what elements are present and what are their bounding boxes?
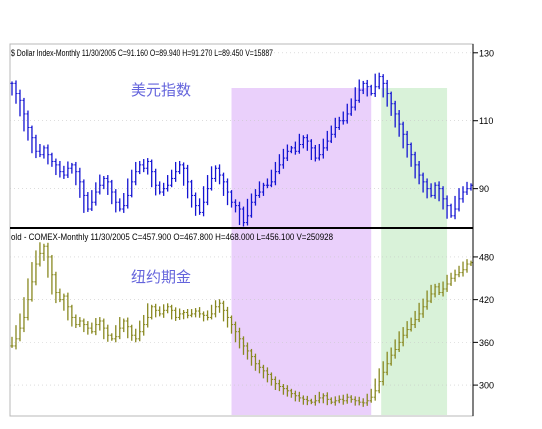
y-tick-label: 360 bbox=[479, 338, 494, 348]
dollar-index-label: 美元指数 bbox=[131, 82, 191, 99]
y-tick-label: 480 bbox=[479, 252, 494, 262]
gold-label: 纽约期金 bbox=[131, 269, 191, 286]
y-tick-label: 300 bbox=[479, 381, 494, 391]
gold-series bbox=[10, 242, 473, 407]
bottom-y-ticks: 480 420 360 300 bbox=[473, 252, 494, 391]
dollar-index-series bbox=[10, 72, 473, 227]
top-panel-header: $ Dollar Index-Monthly 11/30/2005 C=91.1… bbox=[11, 48, 273, 58]
y-tick-label: 130 bbox=[479, 48, 494, 58]
y-tick-label: 420 bbox=[479, 295, 494, 305]
bottom-panel-header: old - COMEX-Monthly 11/30/2005 C=457.900… bbox=[11, 232, 333, 242]
purple-shaded-band bbox=[231, 88, 372, 415]
y-tick-label: 110 bbox=[479, 116, 493, 126]
green-shaded-band bbox=[381, 88, 448, 415]
top-y-ticks: 130 110 90 bbox=[473, 48, 494, 194]
y-tick-label: 90 bbox=[479, 184, 489, 194]
